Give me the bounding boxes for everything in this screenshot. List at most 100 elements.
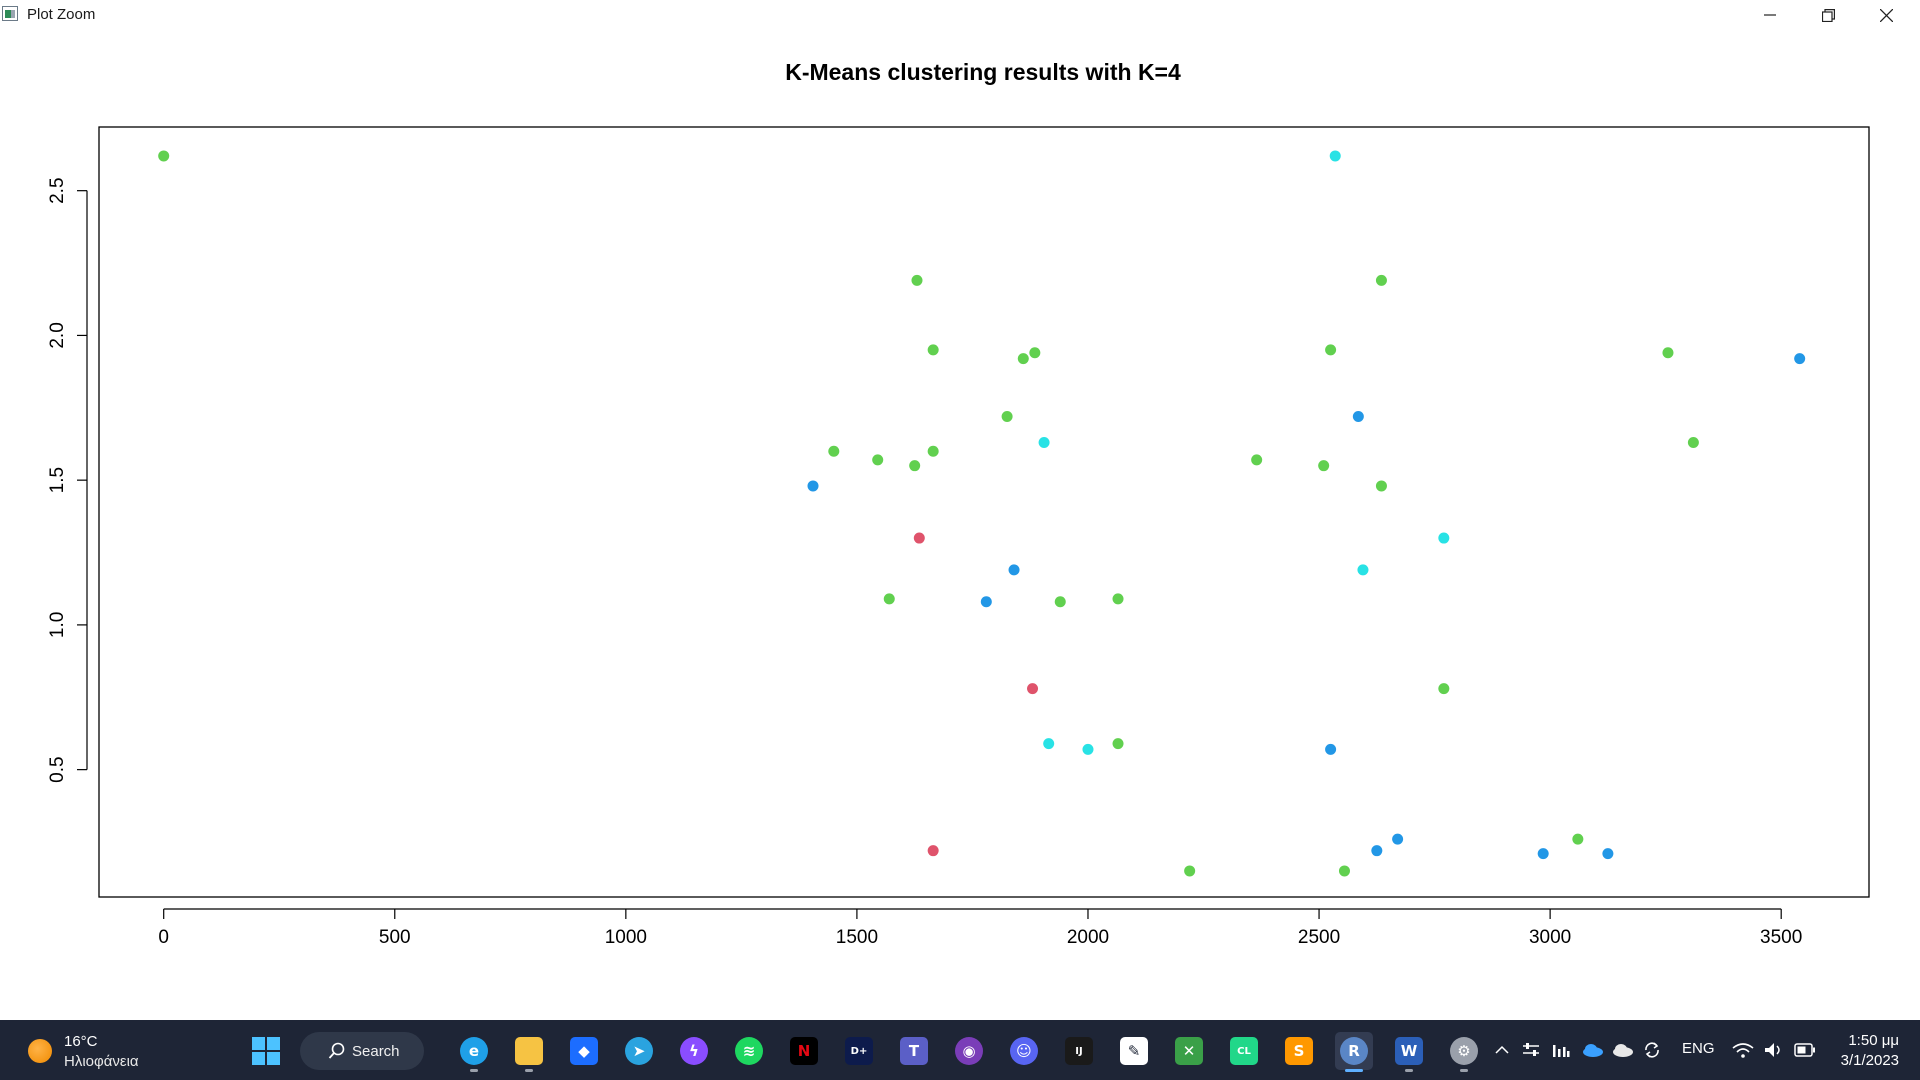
cluster-3-point	[1325, 743, 1337, 755]
cluster-2-point	[1318, 460, 1330, 472]
cluster-4-point	[1329, 150, 1341, 162]
taskbar-app-spotify[interactable]: ≋	[730, 1032, 768, 1070]
taskbar-app-discord[interactable]: ☺	[1005, 1032, 1043, 1070]
y-tick-label: 2.5	[47, 177, 68, 203]
tool-app-icon: ✕	[1175, 1037, 1203, 1065]
settings-icon: ⚙	[1450, 1037, 1478, 1065]
taskbar-app-intellij[interactable]: IJ	[1060, 1032, 1098, 1070]
file-explorer-icon	[515, 1037, 543, 1065]
cluster-1-point	[927, 845, 939, 857]
taskbar-app-edge[interactable]: e	[455, 1032, 493, 1072]
cluster-2-point	[1054, 596, 1066, 608]
taskbar-app-teams[interactable]: T	[895, 1032, 933, 1070]
y-tick-label: 2.0	[47, 322, 68, 348]
volume-icon	[1765, 1043, 1780, 1057]
taskbar-search[interactable]: Search	[300, 1032, 424, 1070]
messenger-icon: ϟ	[680, 1037, 708, 1065]
cluster-2-point	[927, 344, 939, 356]
taskbar-app-r-gui[interactable]: R	[1335, 1032, 1373, 1072]
cluster-4-point	[1438, 532, 1450, 544]
sublime-text-icon: S	[1285, 1037, 1313, 1065]
cluster-4-point	[1357, 564, 1369, 576]
x-tick-label: 3500	[1760, 927, 1802, 948]
x-tick-label: 1000	[605, 927, 647, 948]
minimize-button[interactable]	[1742, 0, 1798, 30]
netflix-icon: N	[790, 1037, 818, 1065]
search-label: Search	[352, 1042, 400, 1060]
cluster-3-point	[1537, 848, 1549, 860]
cluster-1-point	[913, 532, 925, 544]
cluster-2-point	[828, 445, 840, 457]
weather-temperature: 16°C	[64, 1033, 98, 1050]
plot-frame	[98, 126, 1870, 898]
cluster-4-point	[1043, 738, 1055, 750]
taskbar-app-settings[interactable]: ⚙	[1445, 1032, 1483, 1072]
taskbar-app-github[interactable]: ◉	[950, 1032, 988, 1070]
github-icon: ◉	[955, 1037, 983, 1065]
start-button[interactable]	[247, 1032, 285, 1070]
clock-date[interactable]: 3/1/2023	[1840, 1052, 1899, 1069]
cluster-3-point	[1602, 848, 1614, 860]
taskbar-app-word[interactable]: W	[1390, 1032, 1428, 1072]
performance-meter-icon[interactable]	[1552, 1042, 1570, 1058]
taskbar-app-netflix[interactable]: N	[785, 1032, 823, 1070]
taskbar-app-disney-plus[interactable]: D+	[840, 1032, 878, 1070]
windows-logo-icon	[252, 1037, 280, 1065]
running-indicator	[1345, 1069, 1363, 1072]
cluster-2-point	[1251, 454, 1263, 466]
y-tick-label: 1.0	[47, 612, 68, 638]
x-tick-label: 500	[379, 927, 411, 948]
taskbar: 16°C Ηλιοφάνεια Search e ◆ ➤ ϟ ≋ N D+ T ◉ ☺ IJ ✎ ✕ CL…	[0, 1020, 1920, 1080]
cluster-4-point	[1082, 743, 1094, 755]
close-button[interactable]	[1858, 0, 1914, 30]
teams-icon: T	[900, 1037, 928, 1065]
cluster-3-point	[1371, 845, 1383, 857]
taskbar-app-telegram[interactable]: ➤	[620, 1032, 658, 1070]
onedrive-blue-icon[interactable]	[1582, 1043, 1604, 1057]
cluster-3-point	[1794, 353, 1806, 365]
language-indicator[interactable]: ENG	[1682, 1040, 1715, 1057]
spotify-icon: ≋	[735, 1037, 763, 1065]
x-tick-label: 2000	[1067, 927, 1109, 948]
window-title: Plot Zoom	[27, 6, 96, 23]
running-indicator	[1460, 1069, 1468, 1072]
taskbar-app-draw[interactable]: ✎	[1115, 1032, 1153, 1070]
cluster-2-point	[158, 150, 170, 162]
clock-time[interactable]: 1:50 μμ	[1848, 1032, 1899, 1049]
cluster-2-point	[1001, 410, 1013, 422]
cluster-2-point	[872, 454, 884, 466]
cluster-2-point	[909, 460, 921, 472]
restore-button[interactable]	[1800, 0, 1856, 30]
taskbar-app-tool-app[interactable]: ✕	[1170, 1032, 1208, 1070]
quick-settings[interactable]	[1732, 1036, 1816, 1064]
weather-condition: Ηλιοφάνεια	[64, 1053, 139, 1070]
plot-window-icon	[2, 6, 18, 21]
word-icon: W	[1395, 1037, 1423, 1065]
taskbar-app-messenger[interactable]: ϟ	[675, 1032, 713, 1070]
cluster-2-point	[1029, 347, 1041, 359]
taskbar-app-dropbox[interactable]: ◆	[565, 1032, 603, 1070]
search-icon	[328, 1042, 345, 1059]
cluster-2-point	[927, 445, 939, 457]
taskbar-app-sublime-text[interactable]: S	[1280, 1032, 1318, 1070]
wifi-icon	[1732, 1043, 1754, 1058]
clion-icon: CL	[1230, 1037, 1258, 1065]
running-indicator	[1405, 1069, 1413, 1072]
weather-widget[interactable]: 16°C Ηλιοφάνεια	[28, 1032, 228, 1072]
chevron-up-icon[interactable]	[1494, 1042, 1510, 1058]
y-tick-label: 0.5	[47, 756, 68, 782]
cluster-3-point	[1392, 833, 1404, 845]
sync-icon[interactable]	[1642, 1040, 1662, 1060]
data-points	[158, 150, 1806, 877]
sun-icon	[28, 1039, 52, 1063]
onedrive-white-icon[interactable]	[1612, 1043, 1634, 1057]
taskbar-app-clion[interactable]: CL	[1225, 1032, 1263, 1070]
sliders-icon[interactable]	[1522, 1042, 1540, 1058]
cluster-2-point	[1338, 865, 1350, 877]
running-indicator	[525, 1069, 533, 1072]
restore-icon	[1821, 8, 1835, 22]
cluster-3-point	[1008, 564, 1020, 576]
taskbar-app-file-explorer[interactable]	[510, 1032, 548, 1072]
cluster-2-point	[1112, 593, 1124, 605]
battery-icon	[1794, 1043, 1815, 1057]
